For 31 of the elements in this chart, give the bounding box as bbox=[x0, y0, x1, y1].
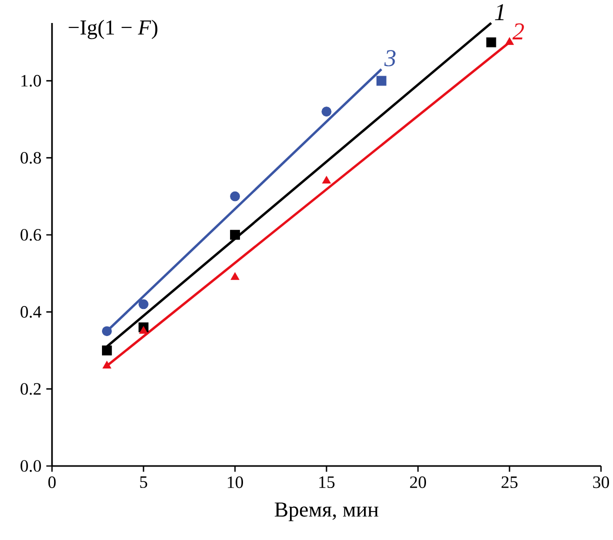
y-tick-label: 0.4 bbox=[20, 306, 42, 318]
series-label: 2 bbox=[512, 23, 524, 40]
y-tick-label: 0.0 bbox=[20, 460, 41, 472]
point bbox=[322, 176, 331, 184]
point bbox=[230, 272, 240, 280]
point bbox=[139, 326, 148, 334]
point bbox=[486, 37, 496, 48]
point bbox=[138, 299, 148, 310]
series-label: 3 bbox=[384, 50, 396, 66]
y-tick-label: 0.8 bbox=[20, 152, 41, 164]
x-tick-label: 15 bbox=[319, 476, 334, 488]
point bbox=[322, 106, 332, 117]
point bbox=[102, 326, 112, 336]
point bbox=[505, 37, 514, 45]
point bbox=[102, 346, 112, 356]
x-tick-label: 25 bbox=[502, 476, 518, 488]
x-tick-label: 0 bbox=[48, 476, 56, 488]
y-tick-label: 0.6 bbox=[20, 228, 42, 241]
y-tick-label: 0.2 bbox=[20, 383, 41, 395]
point bbox=[230, 230, 240, 240]
x-axis-title: Время, мин bbox=[274, 502, 378, 522]
point bbox=[230, 191, 240, 202]
x-tick-label: 10 bbox=[228, 476, 244, 488]
point bbox=[102, 360, 112, 368]
series-label: 1 bbox=[494, 4, 504, 20]
x-tick-label: 30 bbox=[593, 476, 610, 488]
y-tick-label: 1.0 bbox=[21, 74, 41, 87]
x-tick-label: 20 bbox=[410, 476, 426, 488]
chart-title: −Ig(1 − F) bbox=[68, 20, 158, 40]
point bbox=[376, 76, 386, 86]
x-tick-label: 5 bbox=[140, 476, 148, 488]
